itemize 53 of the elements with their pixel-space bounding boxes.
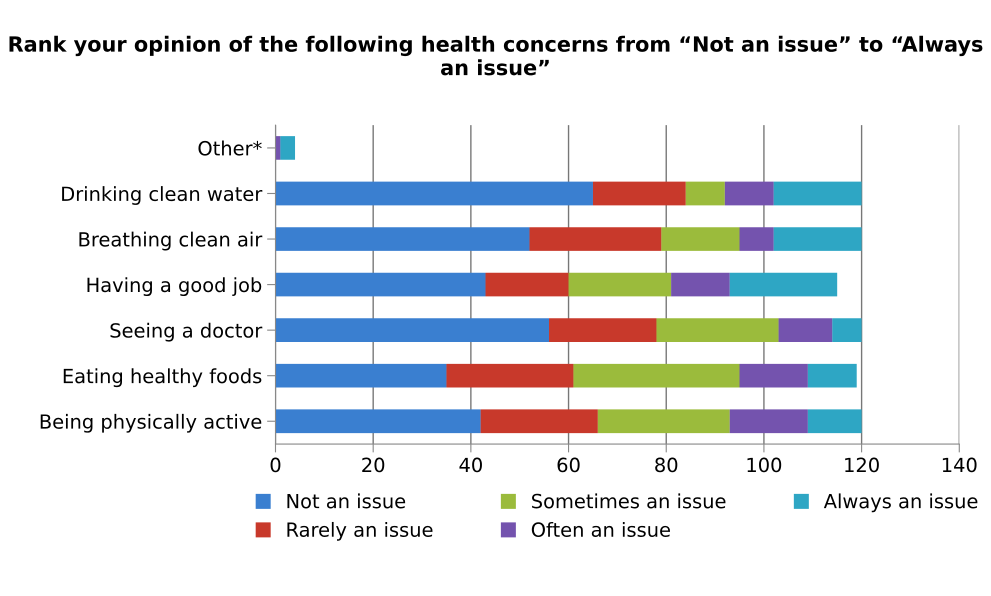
bar — [276, 409, 481, 434]
bar — [740, 227, 774, 251]
bar — [549, 318, 656, 342]
y-tick-label: Breathing clean air — [79, 232, 262, 250]
bar — [671, 272, 730, 296]
y-tick-label: Seeing a doctor — [110, 322, 262, 342]
bar — [480, 409, 598, 434]
legend-label: Often an issue — [532, 522, 670, 537]
bar — [808, 364, 857, 388]
bar — [774, 182, 862, 206]
bar — [686, 182, 725, 206]
bar — [774, 227, 862, 251]
bar — [656, 318, 779, 342]
y-tick-label: Having a good job — [88, 277, 262, 296]
x-tick-label: 40 — [459, 458, 482, 472]
bar — [740, 364, 808, 388]
legend-label: Rarely an issue — [287, 522, 432, 541]
x-tick-label: 0 — [270, 458, 280, 472]
bar — [486, 272, 569, 296]
legend-label: Always an issue — [824, 493, 978, 512]
bar — [730, 272, 838, 296]
bar — [280, 136, 296, 160]
chart-title: Rank your opinion of the following health concerns from “Not an issue” to “Always an issue” — [10, 36, 982, 76]
bar — [568, 272, 672, 296]
x-tick-label: 100 — [748, 458, 782, 472]
bar — [808, 409, 862, 434]
y-tick-label: Eating healthy foods — [64, 368, 262, 388]
x-tick-label: 120 — [845, 458, 879, 472]
bar — [276, 364, 446, 388]
bar — [573, 364, 740, 388]
bar — [276, 227, 530, 251]
bar — [276, 272, 486, 296]
bar — [276, 136, 280, 160]
legend-label: Not an issue — [287, 493, 406, 508]
bar — [661, 227, 740, 251]
bar — [276, 182, 593, 206]
bar — [592, 182, 686, 206]
bar — [832, 318, 862, 342]
x-tick-label: 140 — [942, 458, 977, 472]
x-tick-label: 60 — [558, 458, 580, 472]
y-tick-label: Drinking clean water — [62, 186, 262, 205]
y-tick-label: Being physically active — [40, 414, 262, 433]
bar — [446, 364, 574, 388]
bar — [529, 227, 662, 251]
bar — [598, 409, 730, 434]
bar — [778, 318, 832, 342]
legend-label: Sometimes an issue — [532, 493, 726, 508]
bar — [276, 318, 550, 342]
bar — [724, 182, 774, 206]
bar — [730, 409, 808, 434]
y-tick-label: Other* — [198, 140, 262, 156]
x-tick-label: 20 — [362, 458, 384, 472]
x-tick-label: 80 — [655, 458, 678, 472]
